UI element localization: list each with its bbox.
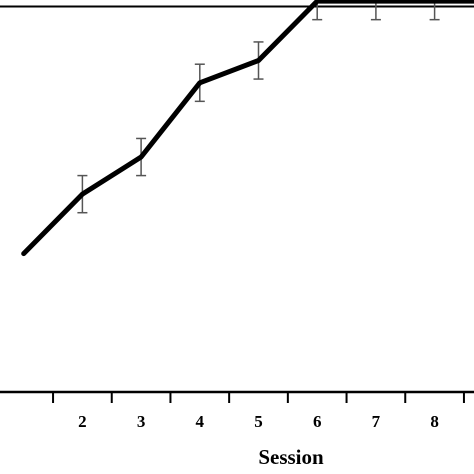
x-axis-title: Session (258, 445, 324, 469)
x-tick-labels: 23456789 (78, 412, 439, 431)
x-tick-label: 5 (254, 412, 263, 431)
series-line (21, 0, 474, 257)
x-tick-label: 7 (372, 412, 381, 431)
x-tick-label: 3 (137, 412, 146, 431)
error-bars (77, 0, 440, 214)
x-tick-label: 8 (430, 412, 439, 431)
plot-frame (0, 5, 474, 394)
x-tick-label: 6 (313, 412, 322, 431)
x-tick-label: 2 (78, 412, 87, 431)
series-lines (21, 0, 474, 257)
x-ticks (52, 392, 465, 403)
x-tick-label: 4 (196, 412, 205, 431)
